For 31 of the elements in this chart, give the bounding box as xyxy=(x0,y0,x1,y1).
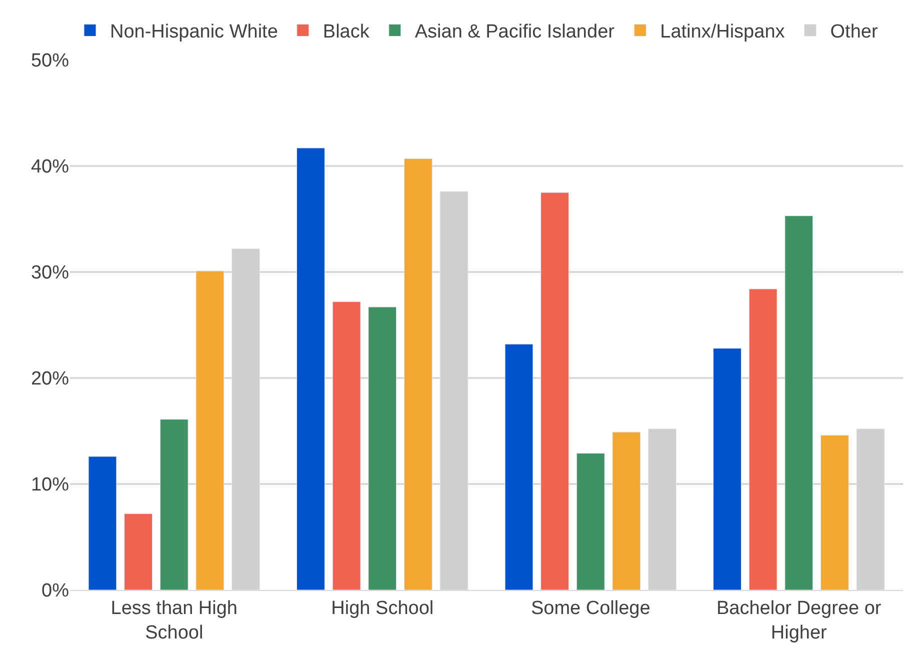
bar xyxy=(296,148,325,590)
bar xyxy=(784,216,814,590)
legend-label: Black xyxy=(322,22,370,43)
y-tick-label: 30% xyxy=(30,262,70,284)
bar xyxy=(576,453,605,590)
legend-label: Non-Hispanic White xyxy=(110,22,278,43)
x-tick-label: Less than High School xyxy=(110,598,238,644)
y-tick-label: 40% xyxy=(30,156,70,178)
bar xyxy=(124,513,153,590)
y-tick-label: 10% xyxy=(30,474,70,496)
bar xyxy=(160,419,188,590)
y-tick-label: 50% xyxy=(30,50,70,72)
bar xyxy=(504,344,534,590)
bar xyxy=(612,432,641,590)
bar xyxy=(332,301,361,590)
x-tick-label: High School xyxy=(331,598,434,619)
y-tick-label: 0% xyxy=(42,580,70,602)
bar xyxy=(368,306,397,590)
bar xyxy=(88,456,117,590)
x-tick-label: Bachelor Degree or Higher xyxy=(716,598,882,644)
bar xyxy=(713,348,742,590)
bar xyxy=(820,434,849,590)
y-tick-label: 20% xyxy=(30,368,70,390)
bar xyxy=(196,270,224,590)
bar xyxy=(748,288,778,590)
legend-label: Latinx/Hispanx xyxy=(660,22,786,43)
legend-label: Asian & Pacific Islander xyxy=(414,22,616,43)
bar xyxy=(404,158,432,590)
x-tick-label: Some College xyxy=(530,598,650,619)
legend-label: Other xyxy=(830,22,878,43)
bar xyxy=(540,192,570,590)
